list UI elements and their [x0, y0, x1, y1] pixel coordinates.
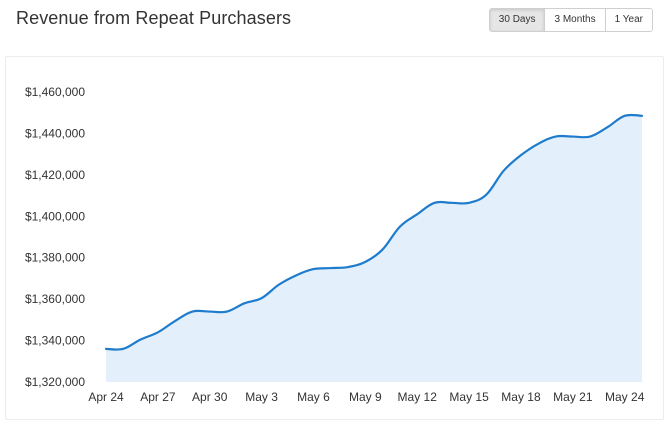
x-tick-label: Apr 27 [140, 390, 176, 404]
data-point[interactable] [518, 152, 524, 158]
x-tick-label: May 12 [398, 390, 438, 404]
y-tick-label: $1,400,000 [25, 209, 85, 223]
data-point[interactable] [432, 200, 438, 206]
data-point[interactable] [535, 141, 541, 147]
data-point[interactable] [310, 266, 316, 272]
x-tick-label: May 18 [501, 390, 541, 404]
x-tick-label: May 9 [349, 390, 382, 404]
data-point[interactable] [138, 337, 144, 343]
data-point[interactable] [466, 200, 472, 206]
data-point[interactable] [553, 134, 559, 140]
data-point[interactable] [103, 346, 109, 352]
data-point[interactable] [362, 259, 368, 265]
data-point[interactable] [189, 309, 195, 315]
series-area-fill [106, 114, 642, 383]
data-point[interactable] [345, 264, 351, 270]
plot-area [103, 113, 645, 383]
data-point[interactable] [570, 134, 576, 140]
x-tick-label: May 24 [605, 390, 645, 404]
data-point[interactable] [155, 329, 161, 335]
data-point[interactable] [622, 113, 628, 119]
data-point[interactable] [483, 192, 489, 198]
data-point[interactable] [587, 134, 593, 140]
data-point[interactable] [639, 113, 645, 119]
y-axis: $1,320,000 $1,340,000 $1,360,000 $1,380,000… [25, 85, 85, 389]
data-point[interactable] [414, 211, 420, 217]
series-line [104, 113, 644, 351]
data-point[interactable] [120, 346, 126, 352]
y-tick-label: $1,320,000 [25, 375, 85, 389]
x-tick-label: May 21 [553, 390, 593, 404]
x-axis: Apr 24 Apr 27 Apr 30 May 3 May 6 May 9 May 12 M… [88, 390, 644, 404]
data-point[interactable] [259, 295, 265, 301]
y-tick-label: $1,420,000 [25, 168, 85, 182]
range-button-3-months[interactable]: 3 Months [544, 9, 605, 31]
page-title: Revenue from Repeat Purchasers [16, 8, 292, 28]
data-point[interactable] [241, 300, 247, 306]
range-button-1-year[interactable]: 1 Year [604, 9, 652, 31]
y-tick-label: $1,360,000 [25, 292, 85, 306]
data-point[interactable] [224, 309, 230, 315]
range-button-30-days[interactable]: 30 Days [489, 9, 545, 31]
data-point[interactable] [380, 246, 386, 252]
x-tick-label: May 15 [449, 390, 489, 404]
x-tick-label: May 6 [297, 390, 330, 404]
data-point[interactable] [293, 272, 299, 278]
data-point[interactable] [172, 318, 178, 324]
x-tick-label: May 3 [245, 390, 278, 404]
y-tick-label: $1,340,000 [25, 334, 85, 348]
y-tick-label: $1,460,000 [25, 85, 85, 99]
data-point[interactable] [604, 124, 610, 130]
x-tick-label: Apr 30 [192, 390, 228, 404]
data-point[interactable] [276, 282, 282, 288]
data-point[interactable] [397, 224, 403, 230]
x-tick-label: Apr 24 [88, 390, 124, 404]
y-tick-label: $1,440,000 [25, 126, 85, 140]
chart-header: Revenue from Repeat Purchasers 30 Days 3… [0, 0, 669, 52]
data-point[interactable] [501, 168, 507, 174]
y-tick-label: $1,380,000 [25, 251, 85, 265]
data-point[interactable] [328, 265, 334, 271]
data-point[interactable] [449, 200, 455, 206]
time-range-selector: 30 Days 3 Months 1 Year [488, 8, 653, 32]
data-point[interactable] [207, 309, 213, 315]
